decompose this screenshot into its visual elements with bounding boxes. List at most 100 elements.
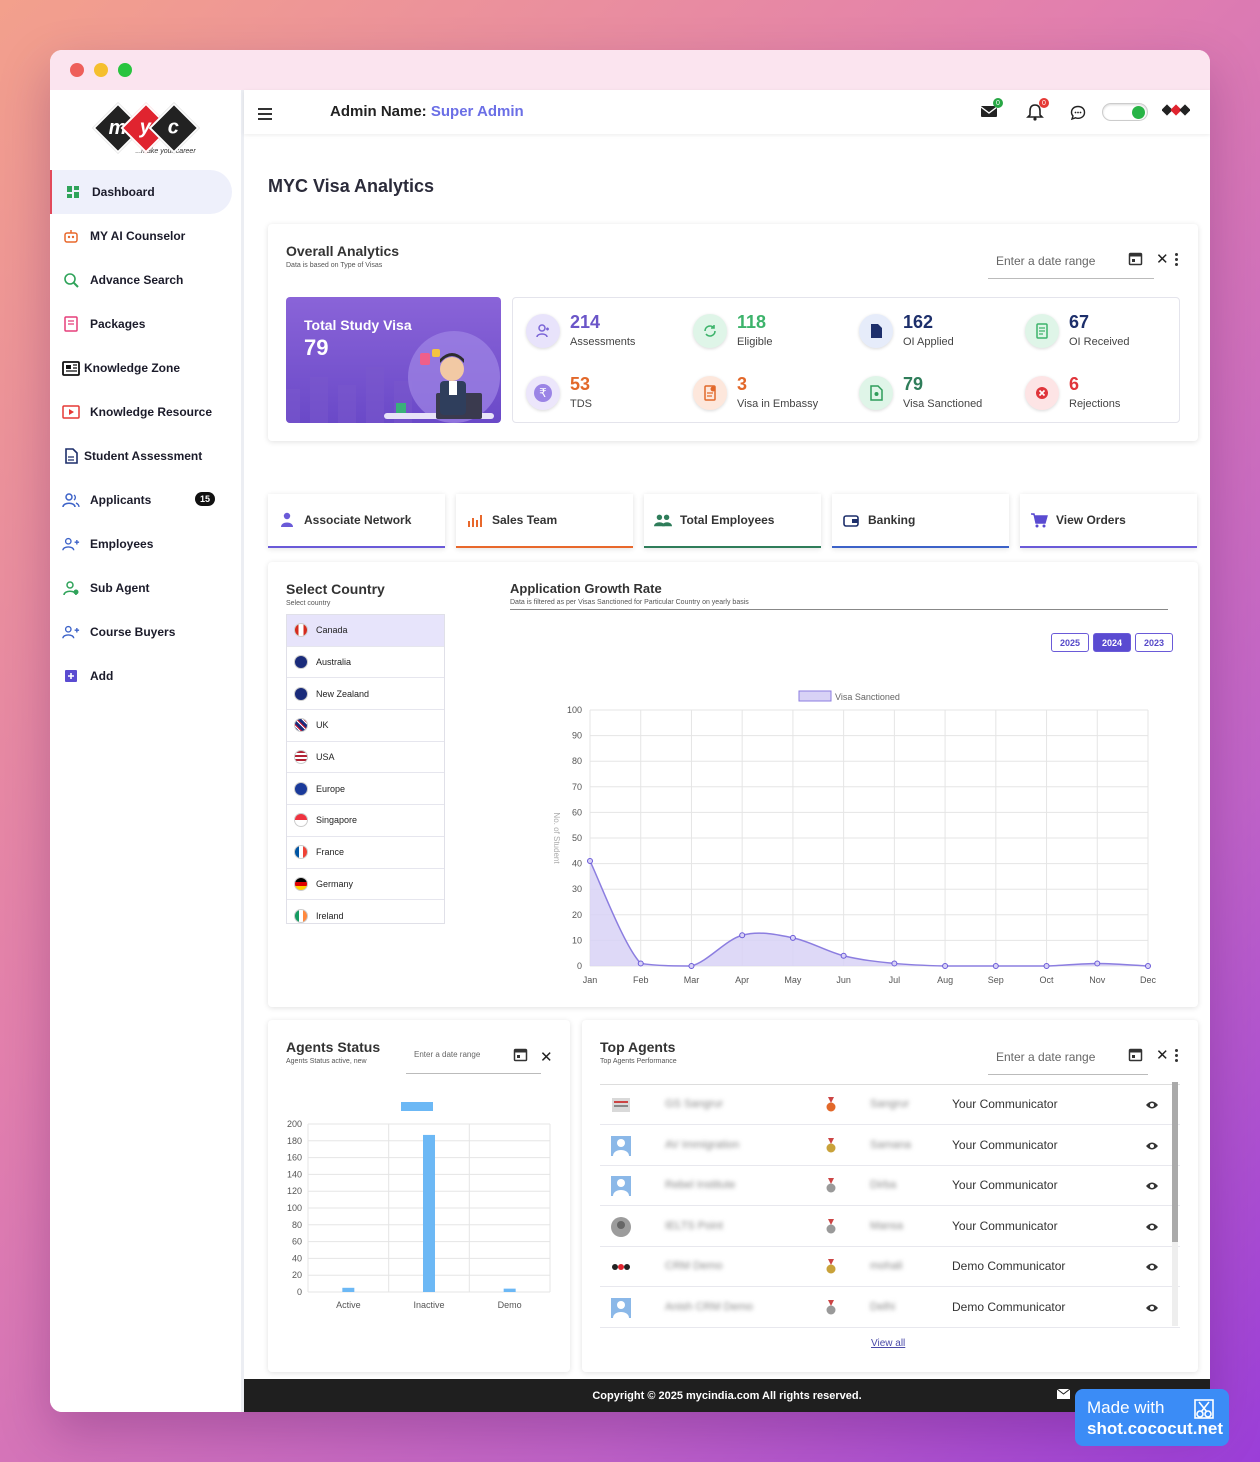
overall-date-input[interactable]: Enter a date range <box>988 252 1154 279</box>
notification-badge: 0 <box>1039 98 1049 108</box>
flag-icon <box>294 876 308 891</box>
sidebar-item-label: Employees <box>90 537 154 551</box>
agents-status-date-input[interactable]: Enter a date range <box>406 1048 541 1074</box>
view-eye-icon[interactable] <box>1145 1261 1159 1275</box>
agents-scrollbar[interactable] <box>1172 1082 1178 1326</box>
agent-communicator: Your Communicator <box>952 1218 1058 1233</box>
sidebar-item-sub-agent[interactable]: Sub Agent <box>50 566 241 610</box>
agent-row[interactable]: AV Immigration Samana Your Communicator <box>600 1126 1180 1166</box>
sidebar-item-knowledge-zone[interactable]: Knowledge Zone <box>50 346 241 390</box>
year-2025-button[interactable]: 2025 <box>1051 633 1089 652</box>
y-tick-label: 80 <box>292 1220 302 1230</box>
associate-network-link[interactable]: Associate Network <box>268 494 445 548</box>
sidebar-item-knowledge-resource[interactable]: Knowledge Resource <box>50 390 241 434</box>
plus-icon <box>62 667 80 685</box>
stat-rejections[interactable]: 6 Rejections <box>1025 374 1185 414</box>
agent-row[interactable]: IELTS Point Mansa Your Communicator <box>600 1207 1180 1247</box>
sidebar-item-dashboard[interactable]: Dashboard <box>50 170 232 214</box>
agent-row[interactable]: Anish CRM Demo Delhi Demo Communicator <box>600 1288 1180 1328</box>
year-2024-button[interactable]: 2024 <box>1093 633 1131 652</box>
clear-date-icon[interactable]: ✕ <box>1156 251 1169 268</box>
clear-date-icon[interactable]: ✕ <box>540 1049 553 1066</box>
agent-icon <box>62 579 80 597</box>
more-options-icon[interactable] <box>1175 253 1178 268</box>
sidebar-item-course-buyers[interactable]: Course Buyers <box>50 610 241 654</box>
sales-team-link[interactable]: Sales Team <box>456 494 633 548</box>
mail-icon[interactable]: 0 <box>980 98 1003 124</box>
sidebar-item-label: Student Assessment <box>84 449 203 463</box>
country-item-france[interactable]: France <box>287 837 444 869</box>
sidebar-item-employees[interactable]: Employees <box>50 522 241 566</box>
country-item-usa[interactable]: USA <box>287 742 444 774</box>
stat-visa-in-embassy[interactable]: 3 Visa in Embassy <box>693 374 853 414</box>
growth-line-chart[interactable]: Visa Sanctioned 0 10 20 30 40 50 60 70 80 90 100 Jan… <box>500 662 1190 992</box>
agent-row[interactable]: Rebel Institute Dirba Your Communicator <box>600 1166 1180 1206</box>
wallet-icon <box>842 511 860 529</box>
country-item-europe[interactable]: Europe <box>287 773 444 806</box>
view-eye-icon[interactable] <box>1145 1140 1159 1154</box>
agents-status-bar-chart[interactable]: 0 20 40 60 80 100 120 140 160 180 200 Active Inactiv… <box>274 1094 564 1314</box>
stat-oi-received[interactable]: 67 OI Received <box>1025 312 1185 352</box>
agent-row[interactable]: CRM Demo mohali Demo Communicator <box>600 1247 1180 1287</box>
view-eye-icon[interactable] <box>1145 1099 1159 1113</box>
country-item-canada[interactable]: Canada <box>287 615 444 647</box>
view-orders-link[interactable]: View Orders <box>1020 494 1197 548</box>
calendar-icon[interactable] <box>513 1047 528 1067</box>
total-employees-link[interactable]: Total Employees <box>644 494 821 548</box>
sidebar-item-packages[interactable]: Packages <box>50 302 241 346</box>
calendar-icon[interactable] <box>1128 1047 1143 1067</box>
view-eye-icon[interactable] <box>1145 1221 1159 1235</box>
made-with-watermark[interactable]: Made with shot.cococut.net <box>1075 1389 1229 1446</box>
hamburger-menu-icon[interactable] <box>258 108 272 123</box>
person-icon <box>278 511 296 529</box>
overall-subtitle: Data is based on Type of Visas <box>286 262 383 269</box>
total-study-visa-card[interactable]: Total Study Visa 79 <box>286 297 501 423</box>
myc-logo[interactable]: m y c ...make your career <box>50 90 241 168</box>
clear-date-icon[interactable]: ✕ <box>1156 1047 1169 1064</box>
stat-eligible[interactable]: 118 Eligible <box>693 312 853 352</box>
x-tick-label: Dec <box>1140 975 1157 985</box>
sidebar-item-applicants[interactable]: Applicants 15 <box>50 478 241 522</box>
series-area <box>590 861 1148 966</box>
sidebar-item-add[interactable]: Add <box>50 654 241 698</box>
maximize-dot[interactable] <box>118 63 132 77</box>
sidebar-item-advance-search[interactable]: Advance Search <box>50 258 241 302</box>
total-study-visa-value: 79 <box>304 335 329 360</box>
more-options-icon[interactable] <box>1175 1049 1178 1064</box>
view-all-link[interactable]: View all <box>871 1338 906 1349</box>
chat-icon[interactable] <box>1070 105 1086 126</box>
close-dot[interactable] <box>70 63 84 77</box>
country-item-uk[interactable]: UK <box>287 710 444 742</box>
flag-icon <box>294 908 308 923</box>
top-agents-date-input[interactable]: Enter a date range <box>988 1048 1148 1075</box>
banking-link[interactable]: Banking <box>832 494 1009 548</box>
minimize-dot[interactable] <box>94 63 108 77</box>
country-item-germany[interactable]: Germany <box>287 869 444 901</box>
view-eye-icon[interactable] <box>1145 1302 1159 1316</box>
data-point <box>992 963 999 969</box>
sidebar-item-label: MY AI Counselor <box>90 229 186 243</box>
footer-mail-icon[interactable] <box>1056 1388 1071 1402</box>
country-item-australia[interactable]: Australia <box>287 647 444 679</box>
sidebar-item-my-ai-counselor[interactable]: MY AI Counselor <box>50 214 241 258</box>
stat-oi-applied[interactable]: 162 OI Applied <box>859 312 1019 352</box>
profile-logo-icon[interactable] <box>1161 102 1191 123</box>
stat-visa-sanctioned[interactable]: 79 Visa Sanctioned <box>859 374 1019 414</box>
stat-assessments[interactable]: 214 Assessments <box>526 312 686 352</box>
agent-avatar-icon <box>610 1135 632 1157</box>
agent-avatar-icon <box>610 1256 632 1278</box>
agent-row[interactable]: GS Sangrur Sangrur Your Communicator <box>600 1085 1180 1125</box>
theme-toggle[interactable] <box>1102 103 1148 121</box>
cart-icon <box>1030 511 1048 529</box>
view-eye-icon[interactable] <box>1145 1180 1159 1194</box>
country-item-new-zealand[interactable]: New Zealand <box>287 678 444 711</box>
bell-icon[interactable]: 0 <box>1026 98 1049 126</box>
country-item-singapore[interactable]: Singapore <box>287 805 444 837</box>
stat-value: 67 <box>1069 312 1090 332</box>
country-item-ireland[interactable]: Ireland <box>287 900 444 923</box>
user-add-icon <box>62 535 80 553</box>
sidebar-item-student-assessment[interactable]: Student Assessment <box>50 434 241 478</box>
calendar-icon[interactable] <box>1128 251 1143 271</box>
year-2023-button[interactable]: 2023 <box>1135 633 1173 652</box>
stat-tds[interactable]: ₹ 53 TDS <box>526 374 686 414</box>
